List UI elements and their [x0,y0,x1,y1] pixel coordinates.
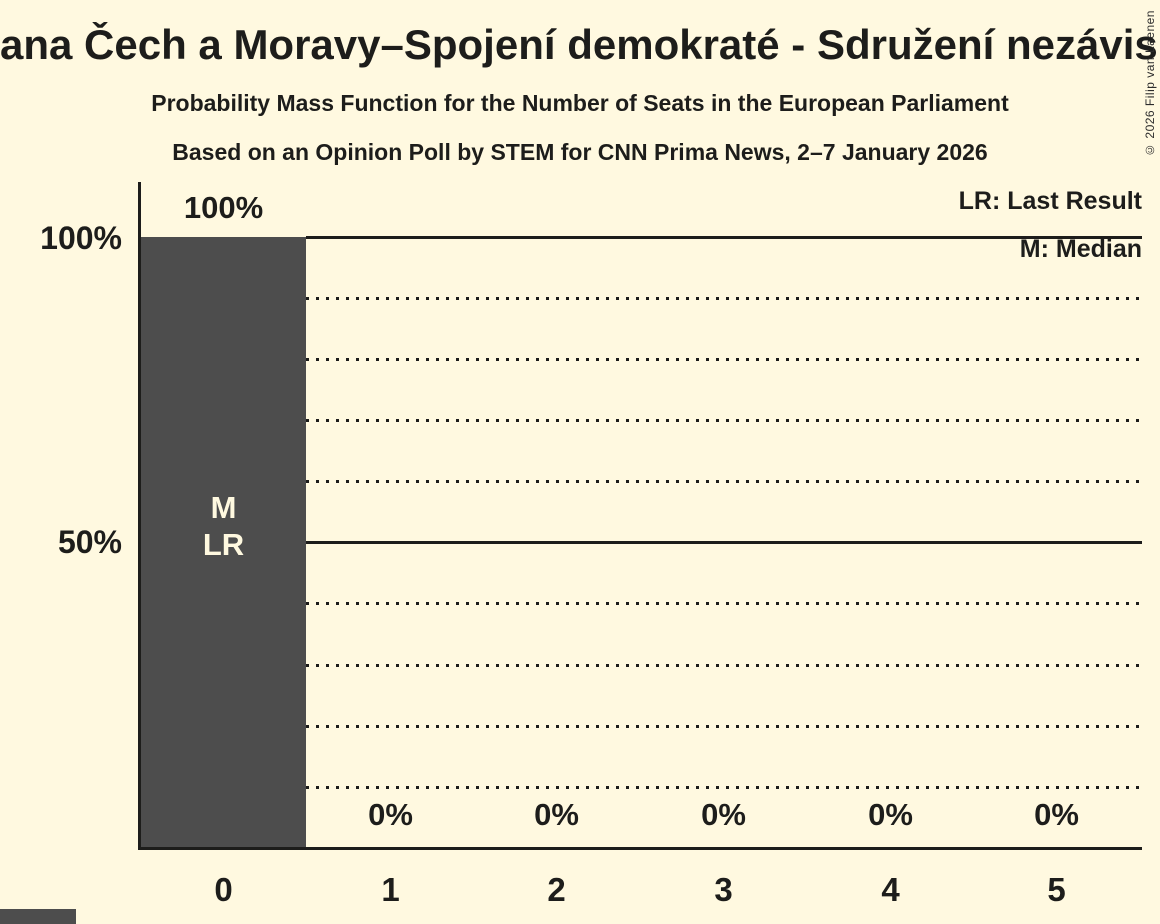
legend-last-result: LR: Last Result [958,187,1142,215]
median-marker: M [210,490,237,525]
chart-title: ana Čech a Moravy–Spojení demokraté - Sd… [0,22,1160,76]
bar-value-label-5: 0% [1034,797,1079,832]
x-tick-5: 5 [1047,871,1066,908]
bar-value-label-3: 0% [701,797,746,832]
gridline-40pct [306,602,1140,605]
bar-value-label-0: 100% [183,190,264,225]
y-axis-line [138,182,141,850]
gridline-80pct [306,358,1140,361]
bar-value-label-1: 0% [368,797,413,832]
x-tick-1: 1 [381,871,400,908]
x-axis-line [138,847,1142,850]
gridline-20pct [306,725,1140,728]
y-axis-label-100: 100% [40,220,122,256]
party-color-strip [0,909,76,924]
x-tick-3: 3 [714,871,733,908]
chart-subtitle: Probability Mass Function for the Number… [151,90,1009,116]
legend-median: M: Median [1019,235,1142,263]
last-result-marker: LR [202,527,245,562]
gridline-30pct [306,664,1140,667]
y-axis-label-50: 50% [57,524,122,560]
gridline-60pct [306,480,1140,483]
x-tick-0: 0 [214,871,233,908]
chart-subtitle-source: Based on an Opinion Poll by STEM for CNN… [172,139,988,165]
chart-title-text: ana Čech a Moravy–Spojení demokraté - Sd… [0,22,1160,68]
gridline-50pct [306,541,1142,544]
pmf-bar-0 [141,237,306,848]
gridline-70pct [306,419,1140,422]
bar-annotations: M LR [141,489,306,563]
x-tick-2: 2 [547,871,566,908]
gridline-90pct [306,297,1140,300]
gridline-100pct [306,236,1142,239]
copyright-text: © 2026 Filip van Laenen [1143,10,1157,157]
x-tick-4: 4 [881,871,900,908]
bar-value-label-2: 0% [534,797,579,832]
gridline-10pct [306,786,1140,789]
bar-value-label-4: 0% [868,797,913,832]
